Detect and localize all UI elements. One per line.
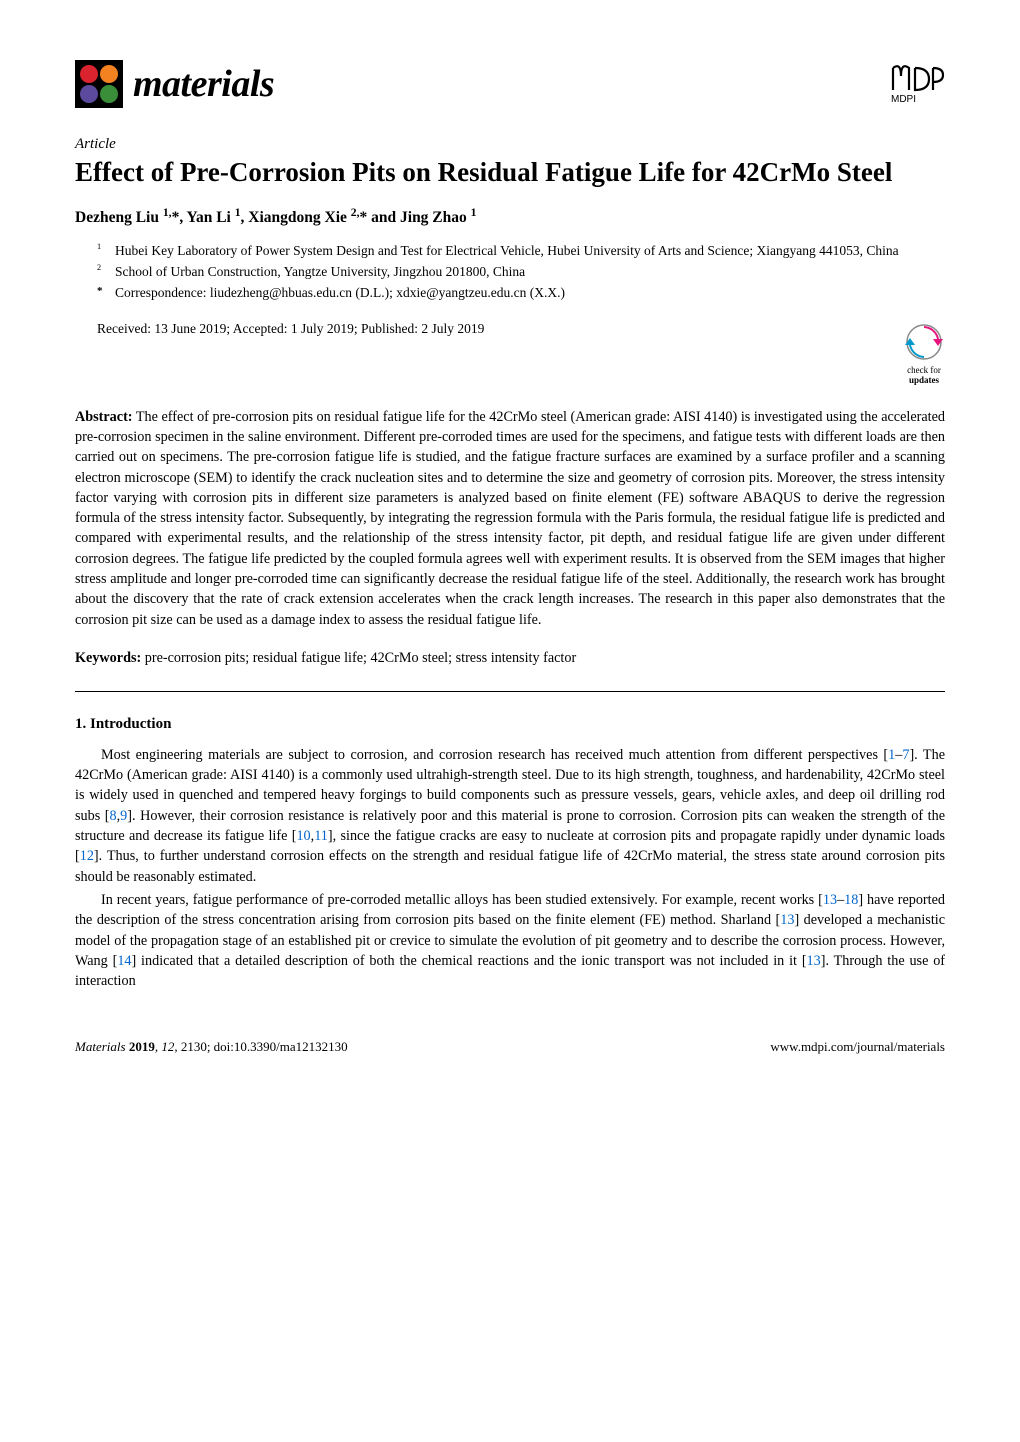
journal-logo-group: materials (75, 60, 274, 108)
publication-dates: Received: 13 June 2019; Accepted: 1 July… (97, 321, 484, 337)
journal-name: materials (133, 62, 274, 106)
article-title: Effect of Pre-Corrosion Pits on Residual… (75, 155, 945, 190)
correspondence-item: * Correspondence: liudezheng@hbuas.edu.c… (97, 283, 945, 303)
footer-url: www.mdpi.com/journal/materials (770, 1039, 945, 1055)
divider (75, 691, 945, 692)
abstract-text: The effect of pre-corrosion pits on resi… (75, 409, 945, 628)
header: materials MDPI (75, 60, 945, 108)
check-updates-icon (903, 321, 945, 363)
abstract: Abstract: The effect of pre-corrosion pi… (75, 407, 945, 630)
footer-citation: Materials 2019, 12, 2130; doi:10.3390/ma… (75, 1039, 348, 1055)
authors-line: Dezheng Liu 1,*, Yan Li 1, Xiangdong Xie… (75, 206, 945, 227)
abstract-label: Abstract: (75, 409, 133, 425)
keywords: Keywords: pre-corrosion pits; residual f… (75, 650, 945, 667)
footer: Materials 2019, 12, 2130; doi:10.3390/ma… (75, 1039, 945, 1055)
article-type-label: Article (75, 136, 945, 153)
keywords-text: pre-corrosion pits; residual fatigue lif… (145, 650, 576, 666)
section-heading: 1. Introduction (75, 716, 945, 733)
check-updates-badge[interactable]: check forupdates (903, 321, 945, 385)
body-paragraph: Most engineering materials are subject t… (75, 745, 945, 887)
body-paragraph: In recent years, fatigue performance of … (75, 890, 945, 991)
mdpi-logo-icon: MDPI (885, 64, 945, 104)
materials-logo-icon (75, 60, 123, 108)
affiliation-item: 2 School of Urban Construction, Yangtze … (97, 262, 945, 282)
affiliations-block: 1 Hubei Key Laboratory of Power System D… (97, 241, 945, 303)
keywords-label: Keywords: (75, 650, 141, 666)
affiliation-item: 1 Hubei Key Laboratory of Power System D… (97, 241, 945, 261)
svg-text:MDPI: MDPI (891, 94, 916, 104)
